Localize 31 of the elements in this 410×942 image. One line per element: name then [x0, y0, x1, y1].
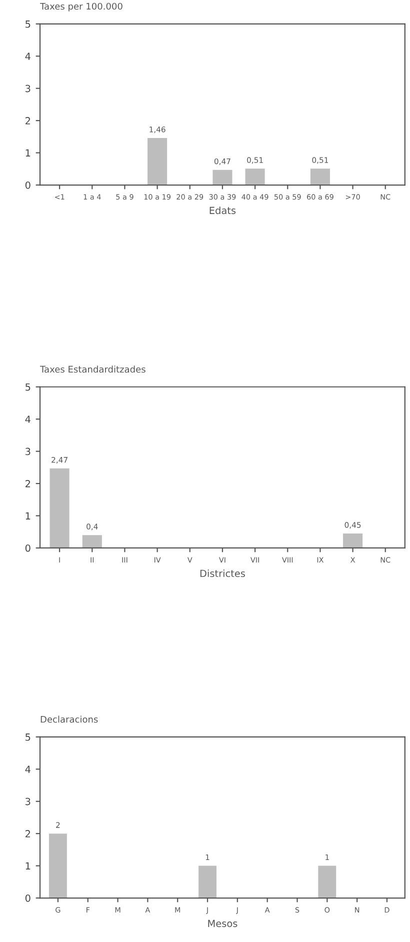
- bar: [50, 468, 70, 548]
- x-axis-title: Edats: [210, 206, 236, 214]
- bar: [148, 138, 168, 186]
- bar: [310, 168, 330, 186]
- y-tick-label: 4: [25, 52, 30, 60]
- y-tick-label: 1: [26, 862, 30, 870]
- y-axis-title: Taxes per 100.000: [40, 2, 122, 12]
- y-tick-label: 0: [25, 544, 30, 552]
- y-tick-label: 2: [26, 830, 30, 838]
- bar: [343, 533, 363, 548]
- y-tick-label: 5: [26, 20, 30, 28]
- y-tick-label: 0: [25, 894, 30, 902]
- bar: [212, 170, 232, 186]
- y-axis-title: Taxes Estandarditzades: [40, 366, 146, 373]
- y-tick-label: 2: [26, 480, 30, 488]
- y-tick-label: 4: [25, 766, 30, 773]
- y-tick-label: 0: [25, 181, 30, 189]
- x-axis-title: Mesos: [208, 920, 238, 928]
- bar: [82, 535, 102, 548]
- y-tick-label: 2: [26, 117, 30, 124]
- y-tick-label: 1: [26, 512, 30, 520]
- y-tick-label: 5: [26, 734, 30, 741]
- bar: [245, 168, 265, 186]
- y-tick-label: 3: [26, 84, 30, 92]
- x-axis-title: Districtes: [200, 570, 245, 578]
- y-tick-label: 3: [26, 448, 30, 456]
- y-tick-label: 3: [26, 798, 30, 806]
- y-tick-label: 5: [26, 383, 30, 391]
- y-tick-label: 4: [25, 416, 30, 423]
- y-tick-label: 1: [26, 149, 30, 156]
- y-axis-title: Declaracions: [40, 716, 98, 723]
